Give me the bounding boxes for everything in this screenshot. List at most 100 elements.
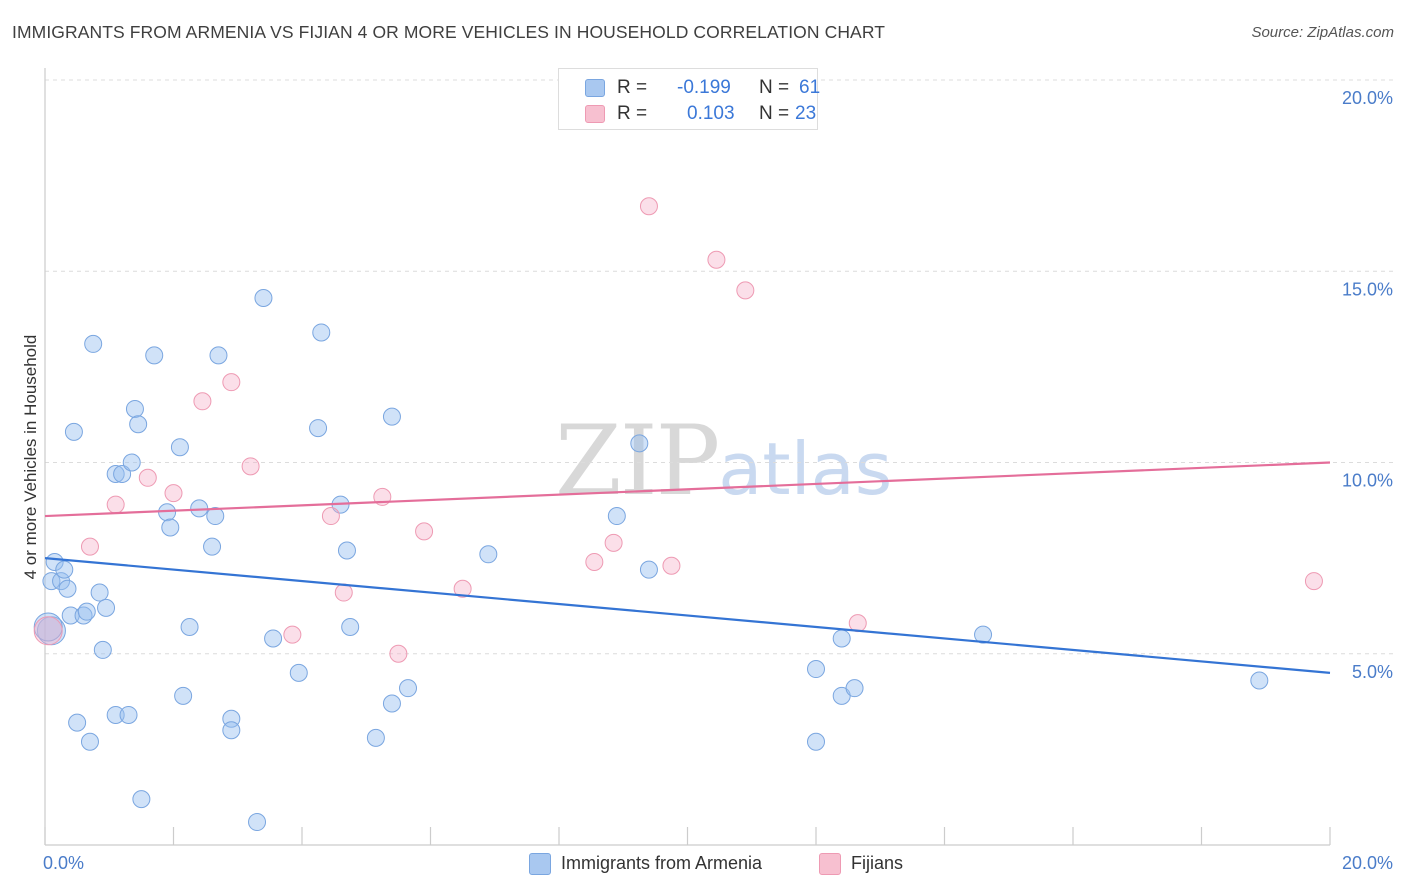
fijian-point bbox=[1304, 572, 1323, 591]
armenia-point bbox=[93, 640, 112, 659]
fijian-point bbox=[193, 392, 212, 411]
armenia-point bbox=[845, 679, 864, 698]
armenia-point bbox=[84, 334, 103, 353]
bottom-legend-label-fijians: Fijians bbox=[851, 853, 904, 873]
armenia-point bbox=[209, 346, 228, 365]
fijian-point bbox=[334, 583, 353, 602]
armenia-point bbox=[90, 583, 109, 602]
armenia-trend-line bbox=[44, 557, 1331, 674]
fijian-point bbox=[662, 556, 681, 575]
fijian-point bbox=[415, 522, 434, 541]
legend-n-label: N = bbox=[759, 103, 790, 124]
armenia-point bbox=[97, 598, 116, 617]
armenia-point bbox=[203, 537, 222, 556]
fijian-point bbox=[164, 484, 183, 503]
legend-n-value: 23 bbox=[795, 103, 817, 124]
armenia-point bbox=[382, 694, 401, 713]
fijian-point bbox=[241, 457, 260, 476]
armenia-point bbox=[264, 629, 283, 648]
tick-labels: 5.0% 10.0% 15.0% 20.0% 0.0% 20.0% bbox=[43, 88, 1393, 873]
armenia-points bbox=[33, 289, 1269, 832]
armenia-point bbox=[807, 732, 825, 751]
source-label: Source: ZipAtlas.com bbox=[1251, 24, 1394, 41]
fijian-point bbox=[321, 507, 340, 526]
legend-n-value: 61 bbox=[799, 77, 821, 98]
trend-lines bbox=[44, 461, 1331, 674]
armenia-point bbox=[1250, 671, 1269, 690]
armenia-point bbox=[639, 560, 658, 579]
armenia-point bbox=[161, 518, 180, 537]
y-axis-title: 4 or more Vehicles in Household bbox=[21, 334, 40, 580]
armenia-point bbox=[80, 732, 99, 751]
legend-r-value: -0.199 bbox=[677, 77, 731, 98]
armenia-point bbox=[206, 507, 225, 526]
armenia-point bbox=[382, 407, 401, 426]
legend-r-label: R = bbox=[617, 77, 648, 98]
fijian-point bbox=[138, 468, 157, 487]
armenia-point bbox=[309, 419, 328, 438]
y-tick-label: 5.0% bbox=[1352, 662, 1393, 682]
armenia-point bbox=[289, 663, 308, 682]
armenia-point bbox=[106, 705, 125, 724]
watermark-atlas: atlas bbox=[718, 427, 893, 511]
fijian-point bbox=[33, 616, 63, 646]
armenia-point bbox=[174, 686, 193, 705]
armenia-point bbox=[33, 612, 63, 642]
fijian-point bbox=[604, 533, 623, 552]
fijian-trend-line bbox=[44, 461, 1331, 518]
armenia-point bbox=[312, 323, 331, 342]
legend-n-label: N = bbox=[759, 77, 790, 98]
gridlines bbox=[45, 79, 1395, 655]
axes bbox=[44, 68, 1331, 846]
fijian-point bbox=[283, 625, 302, 644]
armenia-point bbox=[832, 629, 851, 648]
fijian-point bbox=[106, 495, 125, 514]
bottom-legend-label-armenia: Immigrants from Armenia bbox=[561, 853, 763, 873]
y-tick-label: 15.0% bbox=[1342, 279, 1393, 299]
armenia-point bbox=[52, 572, 71, 591]
x-tick-label: 0.0% bbox=[43, 853, 84, 873]
armenia-point bbox=[607, 507, 626, 526]
armenia-point bbox=[113, 464, 132, 483]
bottom-legend-swatch-fijians bbox=[819, 853, 841, 875]
armenia-point bbox=[399, 679, 418, 698]
armenia-point bbox=[64, 422, 83, 441]
armenia-point bbox=[58, 579, 77, 598]
armenia-point bbox=[341, 617, 360, 636]
legend-swatch-armenia bbox=[585, 79, 605, 97]
armenia-point bbox=[145, 346, 164, 365]
watermark-zip: ZIP bbox=[555, 405, 720, 517]
y-tick-label: 20.0% bbox=[1342, 88, 1393, 108]
armenia-point bbox=[42, 572, 61, 591]
armenia-point bbox=[254, 289, 273, 308]
chart-title: IMMIGRANTS FROM ARMENIA VS FIJIAN 4 OR M… bbox=[12, 22, 886, 42]
fijian-points bbox=[33, 197, 1323, 663]
armenia-point bbox=[337, 541, 356, 560]
armenia-point bbox=[630, 434, 649, 453]
fijian-point bbox=[639, 197, 658, 216]
armenia-point bbox=[366, 728, 385, 747]
armenia-point bbox=[119, 705, 138, 724]
armenia-point bbox=[106, 464, 125, 483]
fijian-point bbox=[707, 250, 726, 269]
fijian-point bbox=[453, 579, 472, 598]
legend-r-value: 0.103 bbox=[687, 103, 735, 124]
armenia-point bbox=[170, 438, 189, 457]
armenia-point bbox=[122, 453, 141, 472]
armenia-point bbox=[68, 713, 87, 732]
correlation-legend: R = -0.199 N = 61 R = 0.103 N = 23 bbox=[558, 68, 821, 130]
armenia-point bbox=[132, 790, 151, 809]
fijian-point bbox=[222, 373, 241, 392]
fijian-point bbox=[585, 552, 604, 571]
armenia-point bbox=[77, 602, 96, 621]
armenia-point bbox=[125, 399, 144, 418]
legend-r-label: R = bbox=[617, 103, 648, 124]
fijian-point bbox=[80, 537, 99, 556]
armenia-point bbox=[180, 617, 199, 636]
y-tick-label: 10.0% bbox=[1342, 471, 1393, 491]
armenia-point bbox=[248, 813, 267, 832]
armenia-point bbox=[479, 545, 498, 564]
zipatlas-watermark: ZIPatlas bbox=[555, 405, 892, 517]
fijian-point bbox=[389, 644, 408, 663]
